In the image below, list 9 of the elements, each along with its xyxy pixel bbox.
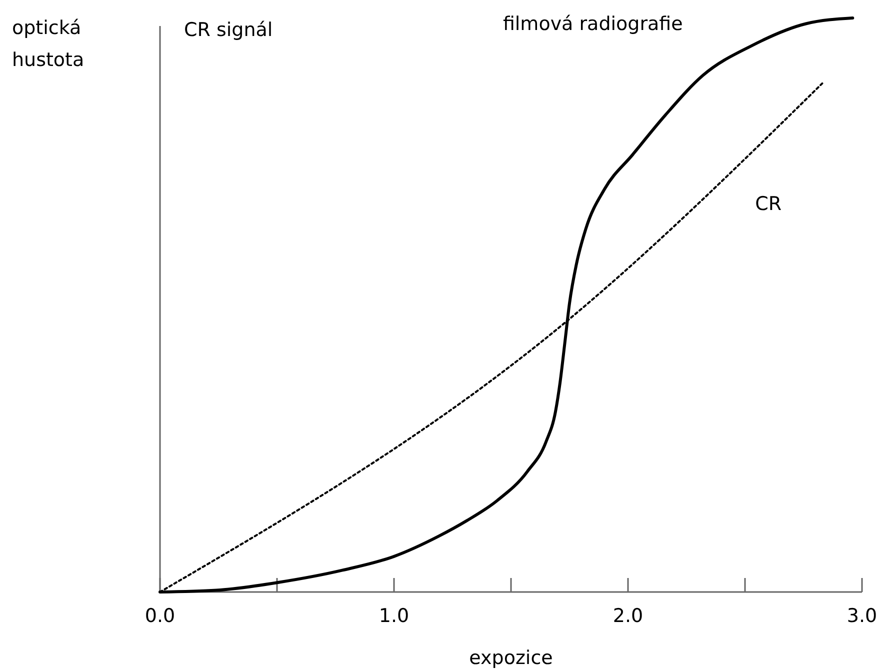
annotation: CR signál [184, 19, 273, 41]
x-tick-label: 3.0 [846, 605, 878, 627]
x-tick-label: 1.0 [378, 605, 410, 627]
x-tick-label: 0.0 [144, 605, 176, 627]
x-tick-label: 2.0 [612, 605, 644, 627]
series-label: CR [755, 193, 782, 215]
y-axis-title: optická hustota [12, 17, 84, 71]
x-axis-title: expozice [469, 647, 553, 669]
text: filmová radiografie [502, 13, 683, 35]
